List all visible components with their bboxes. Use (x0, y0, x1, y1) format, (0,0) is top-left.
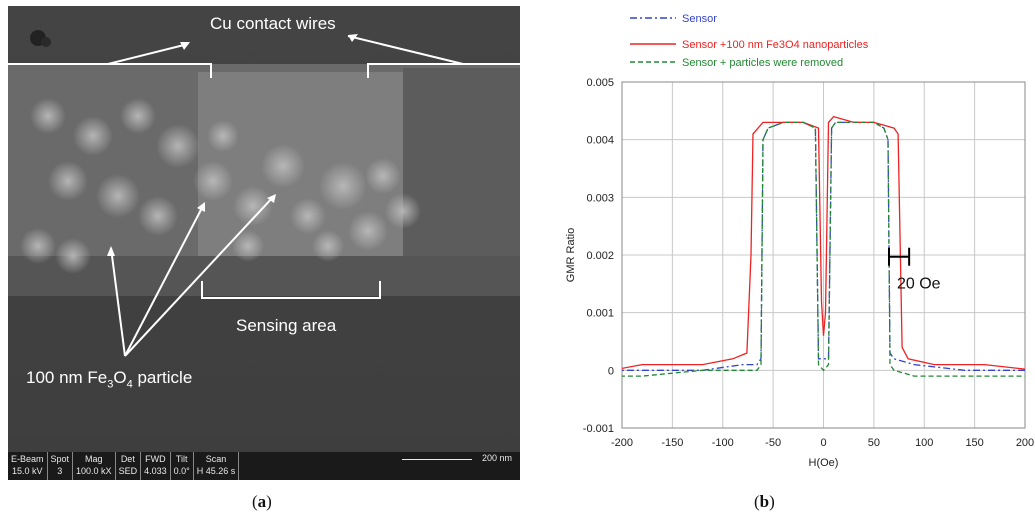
sem-image-panel: Cu contact wires Sensing area 100 nm Fe3… (8, 6, 520, 480)
sem-info-cell: Mag 100.0 kX (73, 452, 116, 480)
y-tick-label: 0.001 (586, 308, 614, 320)
cu-contact-wires-label: Cu contact wires (210, 14, 336, 33)
sem-info-cell: Tilt 0.0° (171, 452, 194, 480)
x-tick-label: 0 (820, 437, 826, 449)
gmr-chart: -200 -150 -100 -50 0 50 100 150 200 -0.001 0 0.001 0… (565, 13, 1034, 469)
sem-info-cell: FWD 4.033 (141, 452, 171, 480)
x-tick-label: -100 (712, 437, 734, 449)
x-tick-label: -200 (611, 437, 633, 449)
x-tick-label: -150 (661, 437, 683, 449)
x-tick-label: 200 (1016, 437, 1034, 449)
y-axis-label: GMR Ratio (565, 228, 577, 282)
y-tick-label: 0.003 (586, 192, 614, 204)
sem-info-value: 4.033 (144, 466, 167, 476)
sem-image (8, 6, 520, 480)
x-tick-label: 100 (915, 437, 933, 449)
scale-bar: 200 nm (239, 452, 520, 480)
y-tick-label: 0.004 (586, 135, 614, 147)
sem-info-value: H 45.26 s (196, 466, 236, 476)
gmr-chart-panel: -200 -150 -100 -50 0 50 100 150 200 -0.001 0 0.001 0… (560, 0, 1035, 490)
sem-info-heading: Det (120, 454, 135, 464)
contact-wire-brackets (8, 35, 520, 357)
legend-label: Sensor (682, 13, 717, 25)
x-tick-label: -50 (765, 437, 781, 449)
sem-info-value: 3 (57, 466, 63, 476)
sem-info-cell: Det SED (116, 452, 142, 480)
y-tick-label: 0 (608, 365, 614, 377)
caption-a: (a) (252, 492, 272, 511)
sem-info-value: 0.0° (173, 466, 190, 476)
x-tick-label: 50 (868, 437, 880, 449)
sensing-area-label: Sensing area (236, 316, 337, 335)
y-tick-label: -0.001 (583, 423, 614, 435)
y-tick-label: 0.002 (586, 250, 614, 262)
sem-info-value: SED (118, 466, 138, 476)
sem-info-value: 15.0 kV (11, 466, 43, 476)
sem-info-heading: E-Beam (11, 454, 44, 464)
legend-label: Sensor + particles were removed (682, 57, 843, 69)
sem-info-heading: FWD (145, 454, 166, 464)
sem-info-value: 100.0 kX (76, 466, 112, 476)
sem-info-cell: E-Beam 15.0 kV (8, 452, 48, 480)
scale-bar-line (401, 459, 472, 460)
caption-b: (b) (754, 492, 775, 511)
annotation-arrowheads (107, 34, 358, 256)
y-tick-label: 0.005 (586, 77, 614, 89)
particle-label: 100 nm Fe3O4 particle (26, 368, 193, 391)
legend-label: Sensor +100 nm Fe3O4 nanoparticles (682, 39, 869, 51)
series-line (622, 115, 1025, 370)
scale-bar-label: 200 nm (481, 453, 512, 463)
plot-frame (621, 81, 1026, 429)
sem-info-heading: Mag (85, 454, 103, 464)
x-tick-label: 150 (965, 437, 983, 449)
sem-info-heading: Tilt (175, 454, 188, 464)
sem-info-heading: Scan (205, 454, 227, 464)
sem-info-heading: Spot (50, 454, 70, 464)
sem-info-cell: Scan H 45.26 s (194, 452, 240, 480)
sem-info-bar: E-Beam 15.0 kV Spot 3 Mag 100.0 kX Det SED FWD 4.… (8, 452, 520, 480)
annotation-20-oe: 20 Oe (897, 276, 941, 293)
sem-info-cell: Spot 3 (48, 452, 74, 480)
x-axis-label: H(Oe) (809, 457, 839, 469)
nanoparticle-blobs (20, 98, 421, 274)
